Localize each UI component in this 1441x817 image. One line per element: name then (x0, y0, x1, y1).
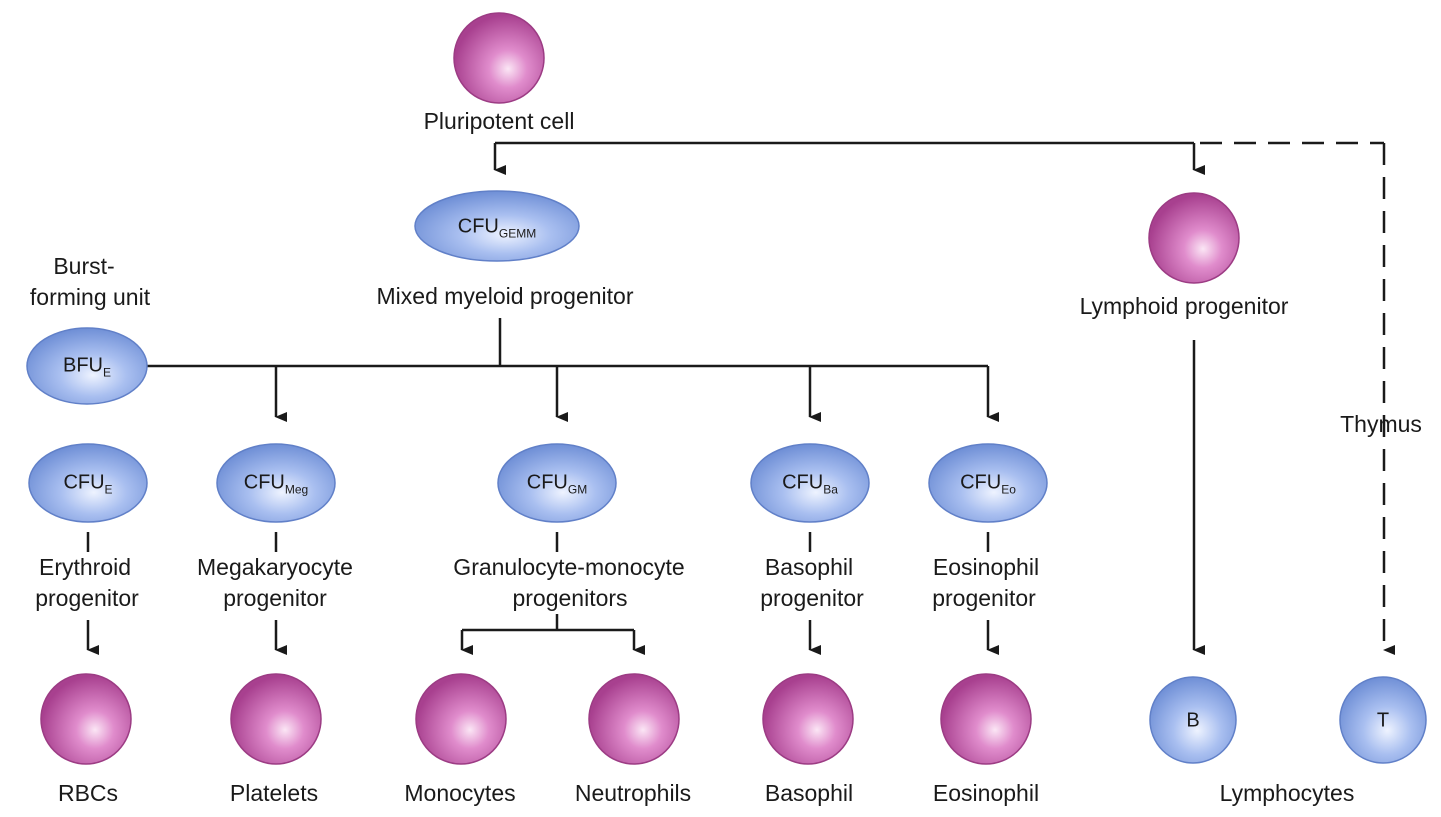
granulocyte-label-2: progenitors (512, 585, 628, 611)
b-cell-letter: B (1186, 709, 1200, 732)
cfu-ba-cell (750, 443, 870, 523)
t-cell-letter: T (1376, 709, 1390, 732)
cfu-meg-code: CFUMeg (243, 471, 309, 497)
pluripotent-cell (453, 12, 545, 104)
megakaryocyte-label-1: Megakaryocyte (197, 554, 353, 580)
pluripotent-label: Pluripotent cell (423, 108, 575, 134)
erythroid-label-1: Erythroid (38, 554, 132, 580)
bfu-e-code: BFUE (62, 354, 112, 380)
t-lymphocyte-cell (1339, 676, 1427, 764)
erythroid-label-2: progenitor (35, 585, 139, 611)
cfu-e-cell (28, 443, 148, 523)
mixed-myeloid-label: Mixed myeloid progenitor (376, 283, 634, 309)
bfu-e-cell (26, 327, 148, 405)
cfu-gm-cell (497, 443, 617, 523)
basophil-cell (762, 673, 854, 765)
connector-lines (86, 141, 1395, 655)
cfu-eo-code: CFUEo (960, 471, 1016, 497)
cfu-eo-cell (928, 443, 1048, 523)
burst-forming-heading-2: forming unit (29, 284, 151, 310)
eosinophil-cell (940, 673, 1032, 765)
basophil-prog-label-2: progenitor (760, 585, 864, 611)
eosinophil-prog-label-2: progenitor (932, 585, 1036, 611)
cfu-ba-code: CFUBa (782, 471, 838, 497)
cfu-meg-cell (216, 443, 336, 523)
basophil-prog-label-1: Basophil (764, 554, 854, 580)
eosinophil-prog-label-1: Eosinophil (932, 554, 1040, 580)
lymphoid-progenitor-cell (1148, 192, 1240, 284)
rbcs-label: RBCs (57, 780, 119, 806)
thymus-label: Thymus (1340, 411, 1422, 437)
platelet-cell (230, 673, 322, 765)
cfu-gm-code: CFUGM (526, 471, 588, 497)
basophil-label: Basophil (764, 780, 854, 806)
b-lymphocyte-cell (1149, 676, 1237, 764)
neutrophils-label: Neutrophils (574, 780, 692, 806)
rbc-cell (40, 673, 132, 765)
neutrophil-cell (588, 673, 680, 765)
lymphoid-label: Lymphoid progenitor (1079, 293, 1289, 319)
lymphocytes-label: Lymphocytes (1219, 780, 1355, 806)
megakaryocyte-label-2: progenitor (223, 585, 327, 611)
monocyte-cell (415, 673, 507, 765)
cfu-gemm-cell (414, 190, 580, 262)
cfu-e-code: CFUE (63, 471, 113, 497)
monocytes-label: Monocytes (404, 780, 516, 806)
granulocyte-label-1: Granulocyte-monocyte (453, 554, 685, 580)
eosinophil-label: Eosinophil (932, 780, 1040, 806)
cfu-gemm-code: CFUGEMM (457, 215, 537, 241)
burst-forming-heading-1: Burst- (53, 253, 115, 279)
platelets-label: Platelets (229, 780, 319, 806)
